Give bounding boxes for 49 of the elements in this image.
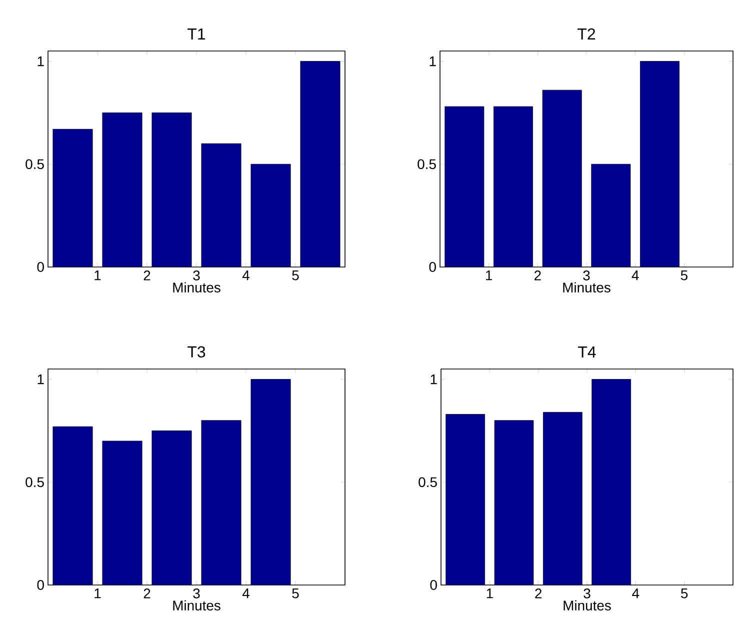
x-tick-label: 2 (535, 588, 542, 598)
y-tick-label: 0 (430, 580, 437, 590)
y-tick-label: 0.5 (418, 159, 436, 170)
bar (250, 379, 291, 585)
x-axis-title: Minutes (173, 282, 220, 292)
x-tick-label: 2 (144, 270, 150, 280)
x-axis-title: Minutes (173, 600, 220, 610)
x-tick-label: 3 (584, 588, 590, 598)
x-tick-label: 2 (144, 588, 150, 598)
y-tick-label: 1 (430, 374, 437, 384)
y-tick-label: 0 (37, 262, 44, 272)
y-tick-label: 0.5 (418, 477, 437, 488)
y-tick-label: 0.5 (26, 477, 44, 488)
x-tick-label: 1 (94, 588, 101, 598)
chart-title: T2 (578, 28, 596, 40)
x-tick-label: 4 (242, 270, 250, 280)
y-tick-label: 0 (429, 262, 436, 272)
x-tick-label: 1 (486, 588, 493, 598)
bar (52, 426, 93, 585)
x-tick-label: 5 (680, 270, 688, 280)
x-tick-label: 4 (632, 588, 640, 598)
y-tick-label: 0.5 (26, 159, 44, 170)
x-axis-title: Minutes (563, 282, 610, 292)
y-tick-label: 0 (37, 580, 44, 590)
bar (592, 379, 632, 585)
x-tick-label: 3 (583, 270, 590, 280)
x-tick-label: 5 (681, 588, 688, 598)
chart-title: T3 (188, 346, 206, 358)
x-tick-label: 1 (486, 270, 492, 280)
chart-title: T1 (188, 28, 206, 40)
x-axis-title: Minutes (564, 600, 611, 610)
bar (102, 441, 142, 585)
y-tick-label: 1 (38, 56, 44, 66)
bar (494, 420, 534, 585)
x-tick-label: 2 (534, 270, 541, 280)
x-tick-label: 4 (632, 270, 639, 280)
x-tick-label: 3 (193, 270, 200, 280)
bar (152, 430, 192, 585)
x-tick-label: 5 (292, 588, 299, 598)
bar (543, 412, 582, 585)
bar (446, 414, 486, 585)
x-tick-label: 4 (242, 588, 250, 598)
y-tick-label: 1 (38, 374, 44, 384)
chart-title: T4 (578, 346, 596, 358)
x-tick-label: 1 (94, 270, 101, 280)
bar (201, 420, 242, 585)
x-tick-label: 5 (292, 270, 299, 280)
y-tick-label: 1 (430, 56, 436, 66)
x-tick-label: 3 (193, 588, 200, 598)
